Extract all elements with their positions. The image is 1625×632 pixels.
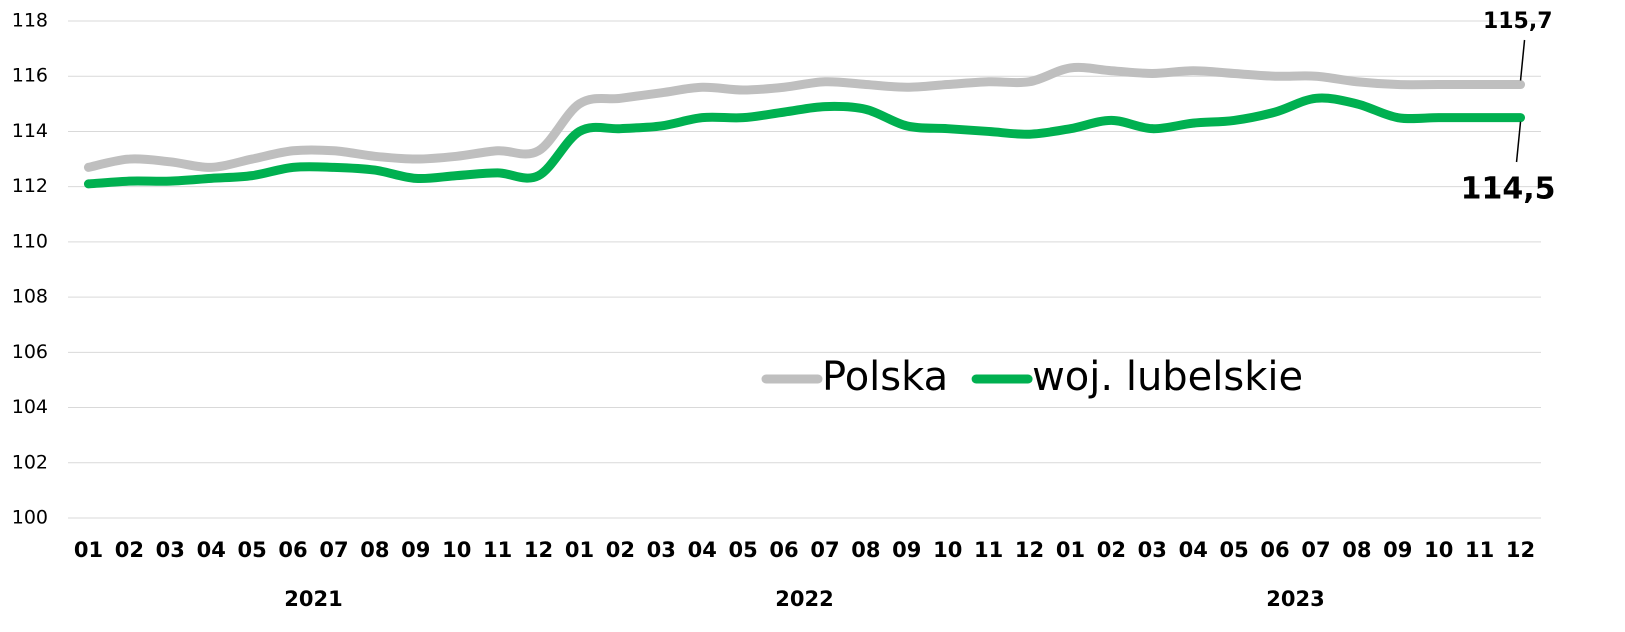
x-tick-label: 09 xyxy=(892,538,921,562)
y-tick-label: 110 xyxy=(12,230,48,252)
x-tick-label: 04 xyxy=(197,538,226,562)
year-label: 2023 xyxy=(1266,587,1324,611)
x-tick-label: 11 xyxy=(974,538,1003,562)
x-tick-label: 11 xyxy=(1465,538,1494,562)
value-label: 114,5 xyxy=(1461,172,1556,207)
x-tick-label: 03 xyxy=(156,538,185,562)
x-tick-label: 05 xyxy=(729,538,758,562)
x-tick-label: 05 xyxy=(1220,538,1249,562)
year-label: 2022 xyxy=(775,587,833,611)
x-tick-label: 07 xyxy=(319,538,348,562)
x-tick-label: 04 xyxy=(1179,538,1208,562)
x-tick-label: 08 xyxy=(1342,538,1371,562)
y-tick-label: 106 xyxy=(12,341,48,363)
legend-label: Polska xyxy=(822,354,948,400)
x-tick-label: 04 xyxy=(688,538,717,562)
x-tick-label: 10 xyxy=(1424,538,1453,562)
x-tick-label: 01 xyxy=(565,538,594,562)
x-tick-label: 02 xyxy=(115,538,144,562)
x-tick-label: 09 xyxy=(1383,538,1412,562)
x-tick-label: 09 xyxy=(401,538,430,562)
year-label: 2021 xyxy=(284,587,342,611)
x-tick-label: 02 xyxy=(606,538,635,562)
x-tick-label: 06 xyxy=(1260,538,1289,562)
x-tick-label: 10 xyxy=(933,538,962,562)
x-tick-label: 07 xyxy=(810,538,839,562)
x-tick-label: 03 xyxy=(647,538,676,562)
y-tick-label: 112 xyxy=(12,175,48,197)
y-tick-label: 118 xyxy=(12,10,48,32)
y-tick-label: 114 xyxy=(12,120,48,142)
x-tick-label: 12 xyxy=(1015,538,1044,562)
leader-line xyxy=(1515,121,1522,163)
y-tick-label: 104 xyxy=(12,396,48,418)
x-tick-label: 08 xyxy=(360,538,389,562)
line xyxy=(83,62,1526,172)
x-tick-label: 08 xyxy=(851,538,880,562)
x-tick-label: 01 xyxy=(1056,538,1085,562)
y-tick-label: 108 xyxy=(12,286,48,308)
x-tick-label: 07 xyxy=(1301,538,1330,562)
x-tick-label: 03 xyxy=(1138,538,1167,562)
x-tick-label: 06 xyxy=(278,538,307,562)
x-tick-label: 11 xyxy=(483,538,512,562)
x-tick-label: 01 xyxy=(74,538,103,562)
line xyxy=(83,93,1526,189)
x-tick-label: 06 xyxy=(769,538,798,562)
y-tick-label: 100 xyxy=(12,507,48,529)
x-tick-label: 02 xyxy=(1097,538,1126,562)
x-tick-label: 12 xyxy=(1506,538,1535,562)
y-tick-label: 116 xyxy=(12,65,48,87)
y-tick-label: 102 xyxy=(12,451,48,473)
x-tick-label: 12 xyxy=(524,538,553,562)
leader-line xyxy=(1519,39,1526,81)
x-tick-label: 10 xyxy=(442,538,471,562)
x-tick-label: 05 xyxy=(238,538,267,562)
value-label: 115,7 xyxy=(1483,9,1553,34)
legend-label: woj. lubelskie xyxy=(1032,354,1303,400)
